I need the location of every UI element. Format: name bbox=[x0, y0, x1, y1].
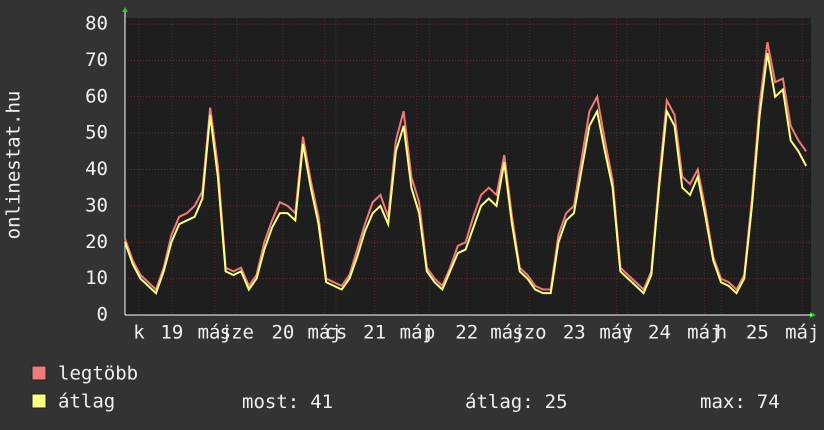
y-tick-label: 40 bbox=[85, 158, 108, 180]
stat-value: 41 bbox=[310, 391, 333, 413]
x-tick-label: 25 bbox=[746, 322, 769, 344]
stat-label: most: bbox=[242, 391, 299, 413]
stat-value: 74 bbox=[757, 391, 780, 413]
x-tick-label: máj bbox=[599, 322, 633, 344]
x-tick-label: máj bbox=[785, 322, 819, 344]
x-tick-label: 20 bbox=[271, 322, 294, 344]
stat: max: 74 bbox=[700, 391, 780, 413]
x-tick-label: p bbox=[424, 322, 435, 344]
x-tick-label: máj bbox=[490, 322, 524, 344]
y-tick-label: 60 bbox=[85, 85, 108, 107]
x-tick-label: sze bbox=[220, 322, 254, 344]
y-tick-label: 10 bbox=[85, 267, 108, 289]
legend-swatch bbox=[31, 393, 47, 409]
y-tick-label: 50 bbox=[85, 122, 108, 144]
y-tick-label: 80 bbox=[85, 13, 108, 35]
x-tick-label: máj bbox=[198, 322, 232, 344]
x-tick-label: 24 bbox=[648, 322, 671, 344]
series-line bbox=[124, 52, 808, 295]
x-tick-label: v bbox=[622, 322, 633, 344]
x-tick-label: máj bbox=[308, 322, 342, 344]
stat: átlag: 25 bbox=[465, 391, 568, 413]
legend-label: legtöbb bbox=[58, 363, 138, 385]
y-arrow bbox=[122, 7, 128, 12]
y-tick-label: 0 bbox=[97, 304, 108, 326]
stat-label: átlag: bbox=[465, 391, 534, 413]
legend-label: átlag bbox=[58, 391, 115, 413]
stat-value: 25 bbox=[545, 391, 568, 413]
y-tick-label: 20 bbox=[85, 231, 108, 253]
x-tick-label: 19 bbox=[160, 322, 183, 344]
x-tick-label: máj bbox=[687, 322, 721, 344]
y-tick-label: 70 bbox=[85, 49, 108, 71]
series-line bbox=[124, 41, 807, 292]
x-tick-label: 22 bbox=[455, 322, 478, 344]
x-tick-label: 21 bbox=[363, 322, 386, 344]
y-axis-label: onlinestat.hu bbox=[3, 91, 25, 240]
stat: most: 41 bbox=[242, 391, 333, 413]
x-tick-label: 23 bbox=[563, 322, 586, 344]
x-tick-label: k bbox=[133, 322, 145, 344]
plot-area bbox=[125, 18, 811, 315]
stat-label: max: bbox=[700, 391, 746, 413]
x-arrow bbox=[810, 312, 816, 318]
legend-swatch bbox=[31, 365, 47, 381]
x-tick-label: szo bbox=[512, 322, 546, 344]
x-tick-label: h bbox=[716, 322, 727, 344]
x-tick-label: cs bbox=[324, 322, 347, 344]
y-tick-label: 30 bbox=[85, 194, 108, 216]
x-tick-label: máj bbox=[400, 322, 434, 344]
